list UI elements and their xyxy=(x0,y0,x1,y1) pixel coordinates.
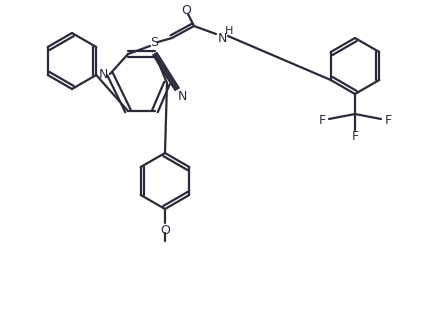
Text: O: O xyxy=(181,4,191,17)
Text: H: H xyxy=(225,26,233,36)
Text: F: F xyxy=(318,114,326,127)
Text: N: N xyxy=(98,67,108,81)
Text: N: N xyxy=(177,90,187,102)
Text: S: S xyxy=(150,36,158,49)
Text: O: O xyxy=(160,224,170,236)
Text: F: F xyxy=(352,130,359,143)
Text: F: F xyxy=(385,114,391,127)
Text: N: N xyxy=(217,32,227,45)
